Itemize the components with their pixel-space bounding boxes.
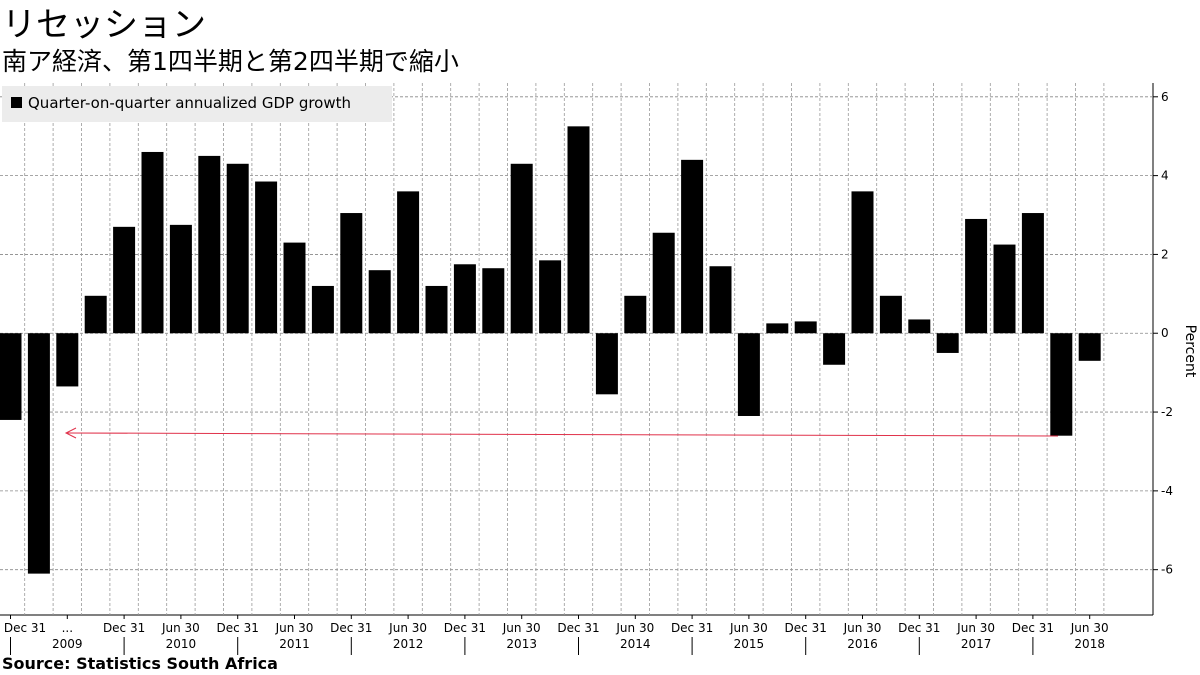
x-tick-label: Dec 31 [898, 621, 940, 635]
bar [1021, 213, 1044, 334]
y-tick-label: 4 [1161, 169, 1169, 183]
bar [595, 333, 618, 395]
x-tick-label: Dec 31 [444, 621, 486, 635]
bar [453, 264, 476, 334]
x-tick-label: Jun 30 [843, 621, 882, 635]
bar [766, 323, 789, 334]
bar [908, 319, 931, 334]
arrow-head [64, 427, 77, 439]
bar [425, 285, 448, 334]
x-tick-label: Jun 30 [956, 621, 995, 635]
bar [539, 260, 562, 334]
x-tick-label: Jun 30 [729, 621, 768, 635]
bar [397, 191, 420, 334]
legend-label: Quarter-on-quarter annualized GDP growth [28, 94, 351, 112]
y-tick-label: 2 [1161, 247, 1169, 261]
bars [0, 126, 1101, 574]
x-tick-label: Dec 31 [1012, 621, 1054, 635]
year-label: 2014 [620, 637, 651, 651]
bar [84, 295, 107, 334]
x-tick-label: Dec 31 [217, 621, 259, 635]
y-tick-label: -4 [1161, 484, 1173, 498]
bar [169, 224, 192, 334]
x-tick-label: Jun 30 [1070, 621, 1109, 635]
y-tick-label: -6 [1161, 563, 1173, 577]
year-label: 2010 [166, 637, 197, 651]
bar [1078, 333, 1101, 361]
bar [567, 126, 590, 334]
bar [709, 266, 732, 334]
y-tick-label: 6 [1161, 90, 1169, 104]
year-label: 2018 [1074, 637, 1105, 651]
bar [113, 226, 136, 334]
x-tick-label: Jun 30 [161, 621, 200, 635]
bar [311, 285, 334, 334]
bar [482, 268, 505, 334]
x-tick-label: Dec 31 [785, 621, 827, 635]
bar [226, 163, 249, 334]
y-tick-label: -2 [1161, 405, 1173, 419]
bar [936, 333, 959, 353]
bar [681, 159, 704, 334]
bar [737, 333, 760, 416]
bar [255, 181, 278, 334]
x-tick-label: Jun 30 [615, 621, 654, 635]
labels: -6 -4 -2 0 2 4 6 Dec 31... Dec 31 Jun 30 Dec 31 Jun… [4, 90, 1173, 651]
legend-box [2, 86, 392, 122]
x-tick-label: Jun 30 [388, 621, 427, 635]
bar [141, 151, 164, 334]
year-label: 2013 [506, 637, 537, 651]
annotation-arrow [65, 432, 1059, 437]
bar [823, 333, 846, 365]
bar [510, 163, 533, 334]
year-label: 2009 [52, 637, 83, 651]
bar [1050, 333, 1073, 436]
x-tick-label: Dec 31 [4, 621, 46, 635]
y-tick-label: 0 [1161, 326, 1169, 340]
x-tick-label: Jun 30 [275, 621, 314, 635]
bar [340, 213, 363, 334]
bar [879, 295, 902, 334]
bar [283, 242, 306, 334]
bar [198, 155, 221, 334]
x-tick-label: Dec 31 [330, 621, 372, 635]
bar [56, 333, 79, 387]
year-label: 2016 [847, 637, 878, 651]
chart-title: リセッション [2, 5, 206, 45]
legend-swatch [11, 97, 22, 108]
bar [851, 191, 874, 334]
x-tick-label: Dec 31 [557, 621, 599, 635]
x-tick-label: ... [62, 621, 73, 635]
year-label: 2011 [279, 637, 310, 651]
bar [993, 244, 1016, 334]
x-tick-label: Jun 30 [502, 621, 541, 635]
year-label: 2015 [734, 637, 765, 651]
x-tick-label: Dec 31 [103, 621, 145, 635]
y-axis-label: Percent [1182, 325, 1198, 378]
bar [652, 232, 675, 334]
bar [0, 333, 22, 420]
year-label: 2012 [393, 637, 424, 651]
bar [624, 295, 647, 334]
bar [794, 321, 817, 334]
bar [965, 218, 988, 334]
year-label: 2017 [961, 637, 992, 651]
x-tick-label: Dec 31 [671, 621, 713, 635]
bar [368, 270, 391, 334]
source: Source: Statistics South Africa [2, 654, 278, 673]
bar [27, 333, 50, 574]
chart-subtitle: 南ア経済、第1四半期と第2四半期で縮小 [2, 47, 459, 76]
